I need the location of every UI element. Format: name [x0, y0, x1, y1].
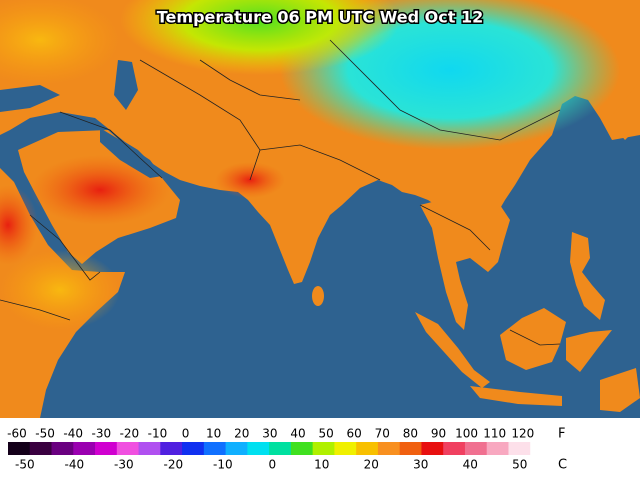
color-swatch [399, 442, 422, 455]
color-swatch [95, 442, 118, 455]
color-swatch [269, 442, 292, 455]
scale-tick-label: 120 [511, 427, 534, 441]
scale-tick-label: -20 [120, 427, 140, 441]
hot-zone [0, 185, 38, 265]
scale-tick-label: 0 [269, 458, 277, 472]
scale-tick-label: -10 [148, 427, 168, 441]
scale-tick-label: -40 [65, 458, 85, 472]
scale-tick-label: 60 [347, 427, 362, 441]
color-legend: -60 -50 -40 -30 -20 -10 0 10 20 30 40 50 60 70 80 90 100… [7, 427, 567, 473]
scale-tick-label: -10 [213, 458, 233, 472]
mild-zone [0, 250, 120, 330]
scale-tick-label: -60 [7, 427, 27, 441]
borders [0, 39, 561, 346]
color-swatch [312, 442, 335, 455]
color-swatch [51, 442, 74, 455]
color-swatch [377, 442, 401, 455]
color-swatch [247, 442, 270, 455]
scale-tick-label: 30 [413, 458, 428, 472]
inland-seas [0, 60, 162, 178]
color-swatch [443, 442, 466, 455]
color-swatch [116, 442, 140, 455]
color-swatch [530, 442, 553, 455]
map-title: Temperature 06 PM UTC Wed Oct 12 [157, 8, 483, 27]
scale-tick-label: 40 [290, 427, 305, 441]
map [0, 0, 640, 418]
scale-tick-label: 10 [314, 458, 329, 472]
scale-tick-label: 0 [182, 427, 190, 441]
color-swatch [182, 442, 205, 455]
scale-tick-label: 100 [455, 427, 478, 441]
hot-zone [30, 155, 170, 225]
color-swatch [73, 442, 96, 455]
color-swatch [421, 442, 444, 455]
scale-tick-label: 90 [431, 427, 446, 441]
color-swatch [464, 442, 488, 455]
scale-tick-label: 50 [318, 427, 333, 441]
scale-tick-label: 70 [375, 427, 390, 441]
scale-unit: C [558, 458, 567, 473]
color-swatch [356, 442, 379, 455]
scale-tick-label: -30 [114, 458, 134, 472]
scale-tick-label: -20 [164, 458, 184, 472]
color-swatch [8, 442, 31, 455]
cool-zone [120, 0, 400, 75]
scale-tick-label: 50 [512, 458, 527, 472]
scale-tick-label: 20 [234, 427, 249, 441]
scale-tick-label: -50 [15, 458, 35, 472]
color-swatch [508, 442, 531, 455]
scale-tick-label: 30 [262, 427, 277, 441]
color-swatch [225, 442, 248, 455]
color-swatch [290, 442, 314, 455]
scale-tick-label: -40 [63, 427, 83, 441]
scale-tick-label: 10 [206, 427, 221, 441]
scale-tick-label: 80 [403, 427, 418, 441]
color-swatch [203, 442, 227, 455]
color-swatch [160, 442, 183, 455]
scale-tick-label: 20 [364, 458, 379, 472]
mild-zone [0, 0, 120, 85]
scale-tick-label: 40 [463, 458, 478, 472]
color-swatch [29, 442, 53, 455]
color-swatch [486, 442, 509, 455]
scale-unit: F [558, 427, 565, 442]
scale-tick-label: 110 [483, 427, 506, 441]
scale-tick-label: -30 [91, 427, 111, 441]
color-swatch [138, 442, 161, 455]
color-swatch [334, 442, 357, 455]
scale-tick-label: -50 [35, 427, 55, 441]
